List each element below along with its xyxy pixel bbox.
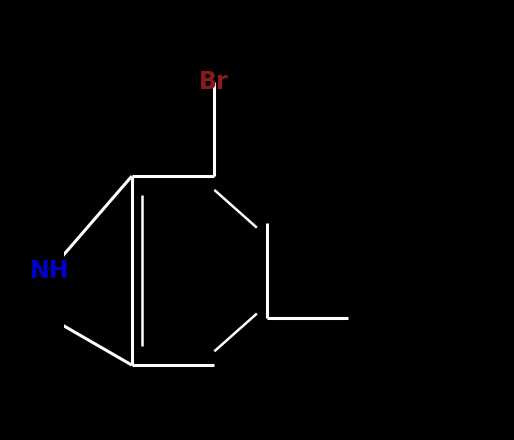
Text: Br: Br — [199, 70, 228, 94]
Text: NH: NH — [30, 259, 70, 282]
